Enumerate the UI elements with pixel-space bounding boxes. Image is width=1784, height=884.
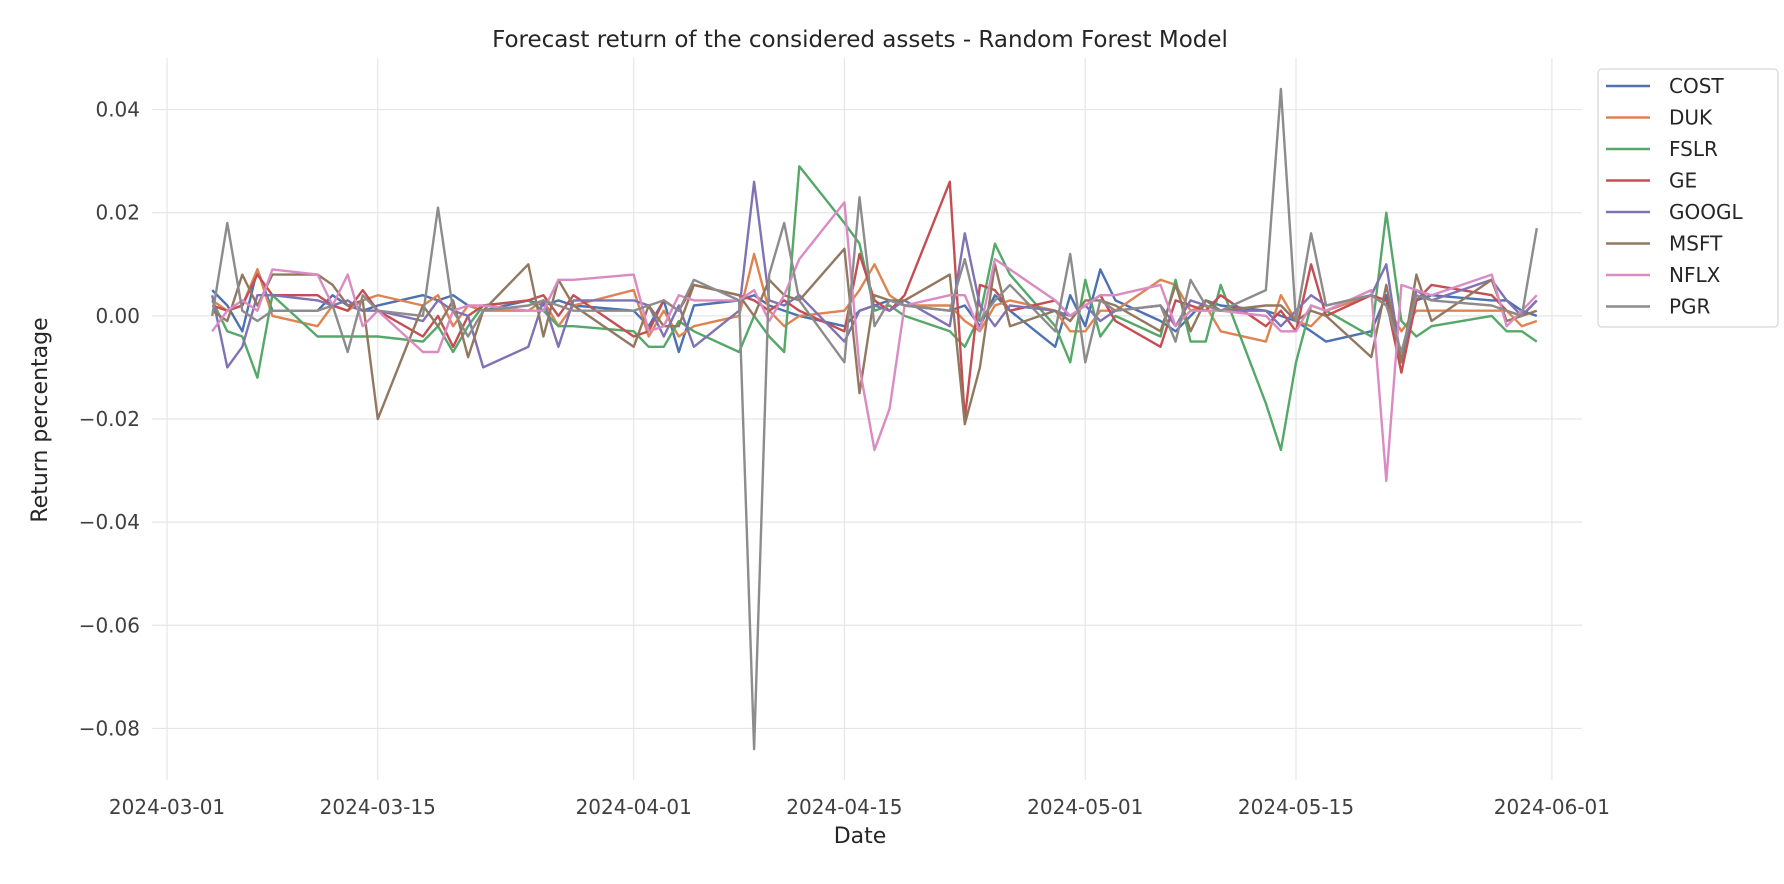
- x-tick-label: 2024-05-15: [1238, 795, 1354, 819]
- legend-item-duk: DUK: [1606, 106, 1713, 130]
- legend-label: PGR: [1669, 295, 1711, 319]
- x-tick-label: 2024-05-01: [1027, 795, 1143, 819]
- legend-item-ge: GE: [1606, 169, 1697, 193]
- y-tick-label: −0.06: [79, 613, 140, 637]
- y-axis-ticks: 0.04 0.02 0.00 −0.02 −0.04 −0.06 −0.08: [79, 98, 140, 741]
- series-line-pgr: [211, 87, 1538, 751]
- y-tick-label: −0.08: [79, 716, 140, 740]
- x-tick-label: 2024-03-01: [109, 795, 225, 819]
- series-line-msft: [211, 247, 1538, 426]
- y-tick-label: −0.04: [79, 510, 140, 534]
- x-tick-label: 2024-04-15: [786, 795, 902, 819]
- y-tick-label: 0.00: [95, 304, 140, 328]
- legend-label: NFLX: [1669, 263, 1721, 287]
- series-line-nflx: [211, 201, 1538, 483]
- legend-label: GE: [1669, 169, 1697, 193]
- legend-label: MSFT: [1669, 232, 1723, 256]
- legend-item-msft: MSFT: [1606, 232, 1723, 256]
- chart-title: Forecast return of the considered assets…: [492, 27, 1228, 53]
- grid: [152, 58, 1582, 780]
- x-axis-title: Date: [834, 824, 887, 849]
- legend-label: DUK: [1669, 106, 1713, 130]
- x-axis-ticks: 2024-03-01 2024-03-15 2024-04-01 2024-04-15…: [109, 795, 1610, 819]
- legend-label: FSLR: [1669, 137, 1718, 161]
- legend-item-fslr: FSLR: [1606, 137, 1718, 161]
- legend-label: GOOGL: [1669, 200, 1743, 224]
- legend-item-googl: GOOGL: [1606, 200, 1743, 224]
- x-tick-label: 2024-03-15: [320, 795, 436, 819]
- legend-item-pgr: PGR: [1606, 295, 1711, 319]
- series-line-fslr: [211, 165, 1538, 452]
- series-lines: [211, 87, 1538, 751]
- x-tick-label: 2024-04-01: [576, 795, 692, 819]
- legend-item-nflx: NFLX: [1606, 263, 1721, 287]
- legend-label: COST: [1669, 74, 1724, 98]
- x-tick-label: 2024-06-01: [1494, 795, 1610, 819]
- y-tick-label: −0.02: [79, 407, 140, 431]
- legend-box: [1597, 68, 1779, 328]
- y-tick-label: 0.02: [95, 201, 140, 225]
- legend-item-cost: COST: [1606, 74, 1724, 98]
- legend: COST DUK FSLR GE GOOGL MSFT NFLX PGR: [1597, 68, 1779, 328]
- y-tick-label: 0.04: [95, 98, 140, 122]
- y-axis-title: Return percentage: [28, 317, 53, 522]
